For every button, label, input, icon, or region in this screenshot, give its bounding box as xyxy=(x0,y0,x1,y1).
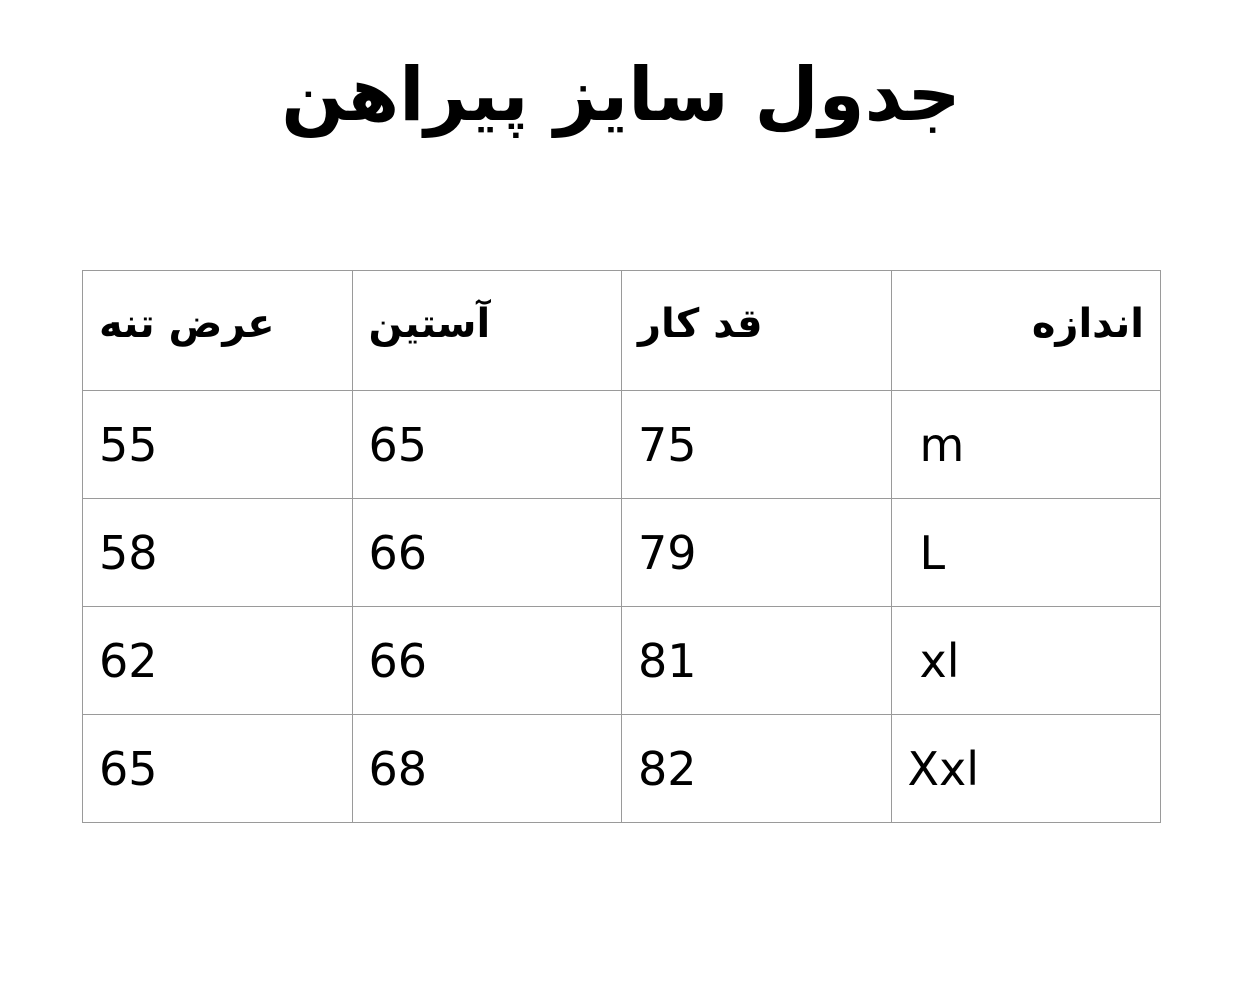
cell-length: 79 xyxy=(621,498,892,607)
cell-size: xl xyxy=(890,606,1161,715)
header-size: اندازه xyxy=(890,270,1161,391)
table-row: 65 68 82 Xxl xyxy=(82,714,1161,823)
size-table: عرض تنه آستین قد کار اندازه 55 65 75 m 5… xyxy=(82,270,1161,823)
cell-sleeve: 68 xyxy=(351,714,622,823)
cell-sleeve: 65 xyxy=(351,390,622,499)
cell-size: Xxl xyxy=(890,714,1161,823)
cell-width: 62 xyxy=(82,606,353,715)
header-length: قد کار xyxy=(621,270,892,391)
table-row: 62 66 81 xl xyxy=(82,606,1161,715)
cell-length: 81 xyxy=(621,606,892,715)
cell-width: 65 xyxy=(82,714,353,823)
cell-sleeve: 66 xyxy=(351,498,622,607)
header-width: عرض تنه xyxy=(82,270,353,391)
table-row: 58 66 79 L xyxy=(82,498,1161,607)
header-sleeve: آستین xyxy=(351,270,622,391)
cell-size: L xyxy=(890,498,1161,607)
page-title: جدول سایز پیراهن xyxy=(281,52,961,138)
cell-sleeve: 66 xyxy=(351,606,622,715)
cell-width: 55 xyxy=(82,390,353,499)
cell-size: m xyxy=(890,390,1161,499)
cell-width: 58 xyxy=(82,498,353,607)
cell-length: 75 xyxy=(621,390,892,499)
table-row: 55 65 75 m xyxy=(82,390,1161,499)
cell-length: 82 xyxy=(621,714,892,823)
table-header-row: عرض تنه آستین قد کار اندازه xyxy=(82,270,1161,391)
